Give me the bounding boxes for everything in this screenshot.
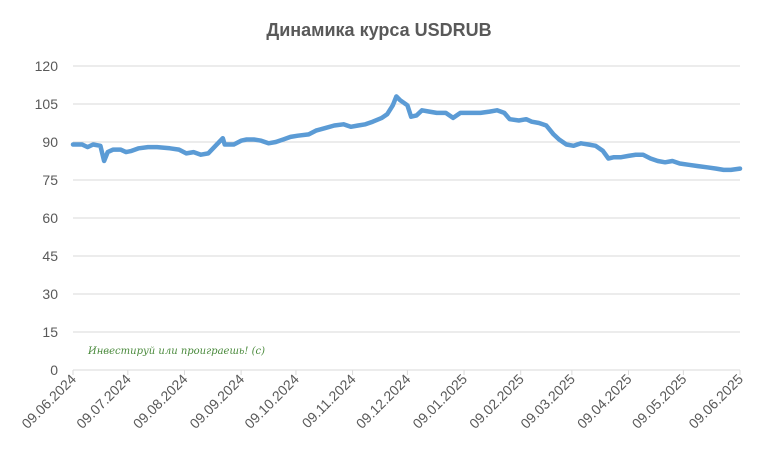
series-line — [70, 94, 743, 173]
y-tick-label: 30 — [42, 286, 58, 302]
chart-title: Динамика курса USDRUB — [266, 20, 491, 40]
y-tick-label: 60 — [42, 210, 58, 226]
x-tick-label: 09.07.2024 — [73, 371, 134, 432]
x-tick-label: 09.08.2024 — [130, 371, 191, 432]
y-tick-label: 0 — [50, 362, 58, 378]
x-tick-label: 09.04.2025 — [574, 371, 635, 432]
y-tick-label: 45 — [42, 248, 58, 264]
gridlines — [73, 65, 740, 371]
y-tick-label: 75 — [42, 172, 58, 188]
x-tick-label: 09.10.2024 — [241, 371, 302, 432]
series-group — [70, 94, 743, 173]
y-axis-ticks: 0 15 30 45 60 75 90 105 120 — [35, 58, 59, 378]
y-tick-label: 105 — [35, 96, 59, 112]
x-axis-ticks: 09.06.202409.07.202409.08.202409.09.2024… — [18, 370, 746, 432]
y-tick-label: 15 — [42, 324, 58, 340]
x-tick-label: 09.12.2024 — [353, 371, 414, 432]
x-tick-label: 09.05.2025 — [629, 371, 690, 432]
x-tick-label: 09.09.2024 — [186, 371, 247, 432]
x-tick-label: 09.06.2024 — [18, 371, 79, 432]
watermark-text: Инвестируй или проиграешь! (с) — [87, 346, 265, 357]
y-tick-label: 120 — [35, 58, 59, 74]
x-tick-label: 09.01.2025 — [409, 371, 470, 432]
y-tick-label: 90 — [42, 134, 58, 150]
x-tick-label: 09.11.2024 — [299, 371, 359, 431]
x-tick-label: 09.02.2025 — [466, 371, 527, 432]
x-tick-label: 09.03.2025 — [517, 371, 578, 432]
x-tick-label: 09.06.2025 — [685, 371, 746, 432]
